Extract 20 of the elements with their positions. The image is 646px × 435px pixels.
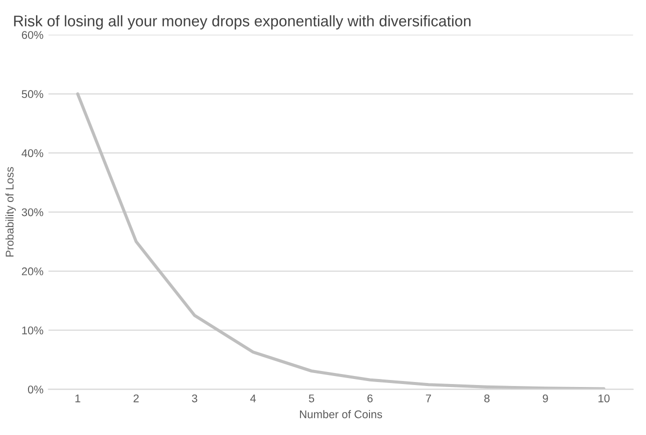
x-tick-label: 1 <box>75 394 80 402</box>
x-tick-label: 6 <box>367 394 373 402</box>
chart-title: Risk of losing all your money drops exponentially with diversification <box>14 15 470 30</box>
y-tick-label: 30% <box>22 208 44 216</box>
x-tick-label: 10 <box>598 394 610 402</box>
x-tick-label: 7 <box>426 394 431 402</box>
x-tick-label: 9 <box>542 394 548 402</box>
y-tick-label: 10% <box>22 326 44 334</box>
y-tick-label: 50% <box>22 90 44 98</box>
y-tick-label: 20% <box>22 267 44 276</box>
y-tick-label: 60% <box>22 31 44 39</box>
y-tick-label: 0% <box>28 386 44 394</box>
x-tick-label: 8 <box>484 394 490 402</box>
x-tick-label: 5 <box>308 394 314 402</box>
x-tick-label: 2 <box>134 394 139 402</box>
x-axis-title: Number of Coins <box>300 410 382 418</box>
x-tick-label: 4 <box>250 394 256 402</box>
x-tick-label: 3 <box>192 394 198 402</box>
y-axis-title: Probability of Loss <box>5 167 16 257</box>
y-tick-label: 40% <box>22 149 44 158</box>
